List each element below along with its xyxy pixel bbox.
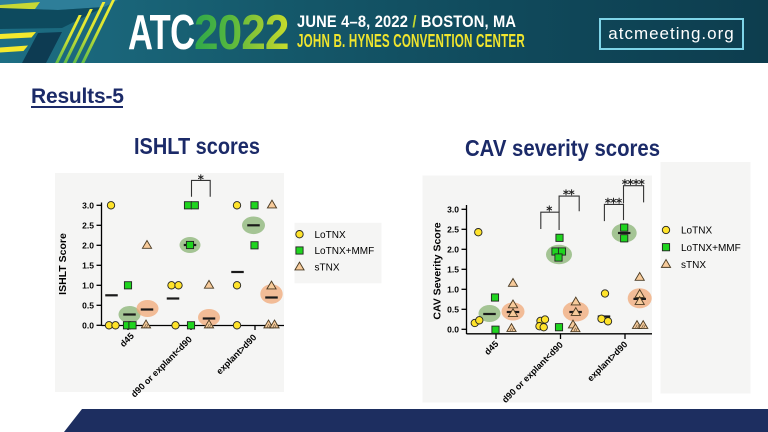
svg-text:0.0: 0.0 [447, 325, 459, 335]
svg-text:1.5: 1.5 [447, 265, 459, 275]
svg-text:0.5: 0.5 [447, 305, 459, 315]
svg-text:ISHLT scores: ISHLT scores [134, 133, 260, 159]
svg-text:2.0: 2.0 [82, 241, 94, 251]
svg-text:sTNX: sTNX [315, 263, 340, 274]
svg-text:CAV severity scores: CAV severity scores [465, 135, 660, 161]
svg-text:sTNX: sTNX [681, 260, 706, 271]
svg-text:LoTNX+MMF: LoTNX+MMF [315, 246, 375, 257]
svg-text:2.5: 2.5 [447, 225, 459, 235]
svg-text:0.5: 0.5 [82, 301, 94, 311]
svg-text:1.0: 1.0 [447, 285, 459, 295]
svg-text:1.5: 1.5 [82, 261, 94, 271]
svg-text:ISHLT Score: ISHLT Score [57, 233, 69, 295]
svg-text:2.0: 2.0 [447, 245, 459, 255]
svg-text:1.0: 1.0 [82, 281, 94, 291]
svg-text:3.0: 3.0 [447, 205, 459, 215]
svg-text:2.5: 2.5 [82, 221, 94, 231]
svg-text:CAV Severity Score: CAV Severity Score [432, 222, 444, 319]
svg-text:LoTNX+MMF: LoTNX+MMF [681, 243, 741, 254]
svg-text:3.0: 3.0 [82, 201, 94, 211]
svg-text:0.0: 0.0 [82, 321, 94, 331]
svg-text:LoTNX: LoTNX [315, 230, 346, 241]
svg-text:LoTNX: LoTNX [681, 226, 712, 237]
